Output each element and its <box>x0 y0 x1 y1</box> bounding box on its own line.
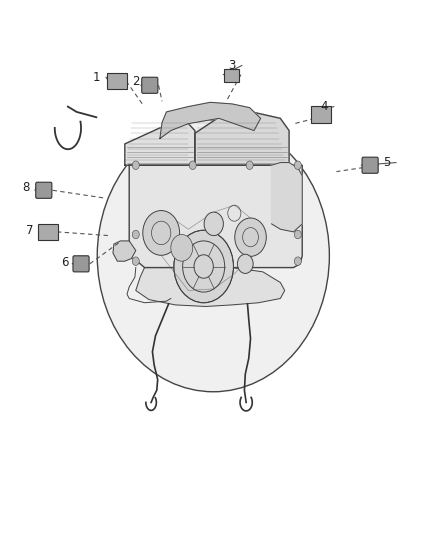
Polygon shape <box>129 165 302 268</box>
Text: 7: 7 <box>26 224 34 237</box>
Circle shape <box>204 212 223 236</box>
Circle shape <box>294 161 301 169</box>
FancyBboxPatch shape <box>38 224 58 240</box>
Circle shape <box>171 235 193 261</box>
Circle shape <box>189 161 196 169</box>
Circle shape <box>132 161 139 169</box>
Text: 3: 3 <box>229 59 236 72</box>
FancyBboxPatch shape <box>107 73 127 89</box>
Polygon shape <box>272 163 302 232</box>
Polygon shape <box>113 241 136 261</box>
Circle shape <box>132 230 139 239</box>
Circle shape <box>237 254 253 273</box>
Text: 5: 5 <box>383 156 390 169</box>
FancyBboxPatch shape <box>311 107 331 123</box>
Circle shape <box>132 257 139 265</box>
Ellipse shape <box>97 120 329 392</box>
Circle shape <box>294 257 301 265</box>
Text: 6: 6 <box>61 256 69 269</box>
Text: 1: 1 <box>92 71 100 84</box>
Text: 2: 2 <box>132 75 140 87</box>
FancyBboxPatch shape <box>142 77 158 93</box>
FancyBboxPatch shape <box>36 182 52 198</box>
Circle shape <box>235 218 266 256</box>
FancyBboxPatch shape <box>73 256 89 272</box>
Polygon shape <box>195 112 289 165</box>
Circle shape <box>174 230 233 303</box>
Text: 8: 8 <box>23 181 30 194</box>
Circle shape <box>294 230 301 239</box>
Polygon shape <box>160 102 261 139</box>
Text: 4: 4 <box>320 100 328 113</box>
Circle shape <box>246 161 253 169</box>
Polygon shape <box>136 268 285 306</box>
FancyBboxPatch shape <box>224 69 239 82</box>
Circle shape <box>143 211 180 255</box>
Polygon shape <box>125 124 195 165</box>
FancyBboxPatch shape <box>362 157 378 173</box>
